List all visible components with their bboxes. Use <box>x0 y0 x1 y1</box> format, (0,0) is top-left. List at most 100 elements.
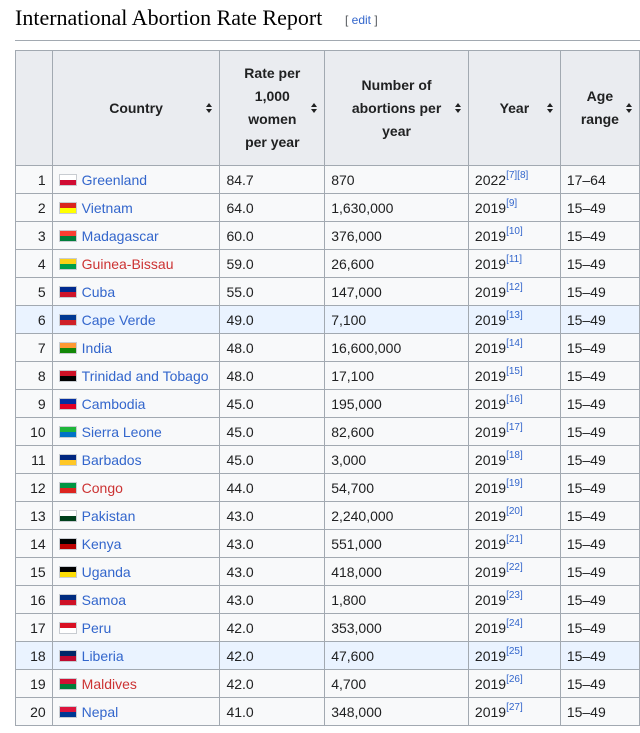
sort-icon[interactable] <box>454 103 461 113</box>
rate-cell: 49.0 <box>219 305 326 334</box>
country-link[interactable]: Cape Verde <box>81 311 156 328</box>
age-range-cell: 15–49 <box>559 473 640 502</box>
age-range-cell: 15–49 <box>559 221 640 250</box>
country-link[interactable]: Cambodia <box>81 395 146 412</box>
rank-cell: 17 <box>15 613 53 642</box>
sort-icon[interactable] <box>206 103 213 113</box>
sort-icon[interactable] <box>626 103 632 113</box>
citation-link[interactable]: [19] <box>506 477 523 489</box>
country-link[interactable]: Cuba <box>81 283 116 300</box>
age-range-cell: 15–49 <box>559 333 640 362</box>
rate-cell: 48.0 <box>219 333 326 362</box>
country-link[interactable]: Maldives <box>81 675 137 692</box>
year-value: 2019 <box>474 199 507 216</box>
citation-link[interactable]: [9] <box>506 197 518 209</box>
year-value: 2019 <box>474 451 507 468</box>
country-link[interactable]: Sierra Leone <box>81 423 162 440</box>
flag-icon <box>58 593 77 606</box>
citation-link[interactable]: [10] <box>506 225 523 237</box>
citation-link[interactable]: [20] <box>506 505 523 517</box>
sort-icon[interactable] <box>311 103 318 113</box>
year-cell: 2019[13] <box>467 305 561 334</box>
rate-cell: 59.0 <box>219 249 326 278</box>
country-cell: Liberia <box>51 641 221 670</box>
country-link[interactable]: India <box>81 339 113 356</box>
age-range-cell: 15–49 <box>559 305 640 334</box>
rank-cell: 20 <box>15 697 53 726</box>
citation-link[interactable]: [22] <box>506 561 523 573</box>
year-value: 2019 <box>474 675 507 692</box>
country-link[interactable]: Uganda <box>81 563 131 580</box>
country-cell: Maldives <box>51 669 221 698</box>
country-link[interactable]: Peru <box>81 619 112 636</box>
rank-cell: 12 <box>15 473 53 502</box>
rank-cell: 19 <box>15 669 53 698</box>
country-link[interactable]: Madagascar <box>81 227 159 244</box>
rank-cell: 8 <box>15 361 53 390</box>
citation-link[interactable]: [25] <box>506 645 523 657</box>
table-row: 11 Barbados 45.0 3,000 2019[18] 15–49 <box>15 445 640 474</box>
country-cell: Barbados <box>51 445 221 474</box>
age-range-cell: 15–49 <box>559 669 640 698</box>
abortions-cell: 17,100 <box>324 361 469 390</box>
abortions-cell: 1,800 <box>324 585 469 614</box>
rank-cell: 3 <box>15 221 53 250</box>
citation-link[interactable]: [23] <box>506 589 523 601</box>
country-link[interactable]: Congo <box>81 479 123 496</box>
flag-icon <box>58 173 77 186</box>
country-link[interactable]: Trinidad and Tobago <box>81 367 209 384</box>
year-cell: 2019[9] <box>467 193 561 222</box>
citation-link[interactable]: [16] <box>506 393 523 405</box>
country-link[interactable]: Guinea-Bissau <box>81 255 174 272</box>
citation-link[interactable]: [21] <box>506 533 523 545</box>
country-link[interactable]: Barbados <box>81 451 142 468</box>
flag-icon <box>58 677 77 690</box>
country-link[interactable]: Vietnam <box>81 199 133 216</box>
year-value: 2019 <box>474 479 507 496</box>
citation-link[interactable]: [17] <box>506 421 523 433</box>
edit-section: [ edit ] <box>345 13 378 27</box>
age-range-cell: 15–49 <box>559 529 640 558</box>
country-link[interactable]: Samoa <box>81 591 127 608</box>
year-cell: 2019[21] <box>467 529 561 558</box>
citation-link[interactable]: [12] <box>506 281 523 293</box>
citation-link[interactable]: [14] <box>506 337 523 349</box>
citation-link[interactable]: [24] <box>506 617 523 629</box>
flag-icon <box>58 509 77 522</box>
flag-icon <box>58 621 77 634</box>
citation-link[interactable]: [26] <box>506 673 523 685</box>
table-row: 4 Guinea-Bissau 59.0 26,600 2019[11] 15–49 <box>15 249 640 278</box>
age-range-header[interactable]: Age range <box>559 50 640 166</box>
country-link[interactable]: Nepal <box>81 703 119 720</box>
country-header[interactable]: Country <box>51 50 221 166</box>
flag-icon <box>58 565 77 578</box>
flag-icon <box>58 425 77 438</box>
abortions-header[interactable]: Number of abortions per year <box>324 50 469 166</box>
sort-icon[interactable] <box>546 103 553 113</box>
citation-link[interactable]: [15] <box>506 365 523 377</box>
country-link[interactable]: Kenya <box>81 535 122 552</box>
citation-link[interactable]: [27] <box>506 701 523 713</box>
rank-header <box>15 50 53 166</box>
edit-link[interactable]: edit <box>351 13 372 27</box>
rank-cell: 16 <box>15 585 53 614</box>
rate-header[interactable]: Rate per 1,000 women per year <box>219 50 326 166</box>
year-header[interactable]: Year <box>467 50 561 166</box>
year-value: 2019 <box>474 703 507 720</box>
table-row: 15 Uganda 43.0 418,000 2019[22] 15–49 <box>15 557 640 586</box>
flag-icon <box>58 481 77 494</box>
abortions-cell: 147,000 <box>324 277 469 306</box>
year-cell: 2019[25] <box>467 641 561 670</box>
citation-link[interactable]: [11] <box>506 253 522 265</box>
year-value: 2019 <box>474 423 507 440</box>
abortions-cell: 47,600 <box>324 641 469 670</box>
country-link[interactable]: Greenland <box>81 171 148 188</box>
country-link[interactable]: Pakistan <box>81 507 136 524</box>
country-link[interactable]: Liberia <box>81 647 124 664</box>
table-row: 8 Trinidad and Tobago 48.0 17,100 2019[15] 15… <box>15 361 640 390</box>
citation-link[interactable]: [18] <box>506 449 523 461</box>
citation-link[interactable]: [13] <box>506 309 523 321</box>
citation-link[interactable]: [7][8] <box>506 169 529 181</box>
page-title: International Abortion Rate Report <box>15 5 323 30</box>
abortion-rate-table: Country Rate per 1,000 women per year Nu… <box>15 50 640 726</box>
